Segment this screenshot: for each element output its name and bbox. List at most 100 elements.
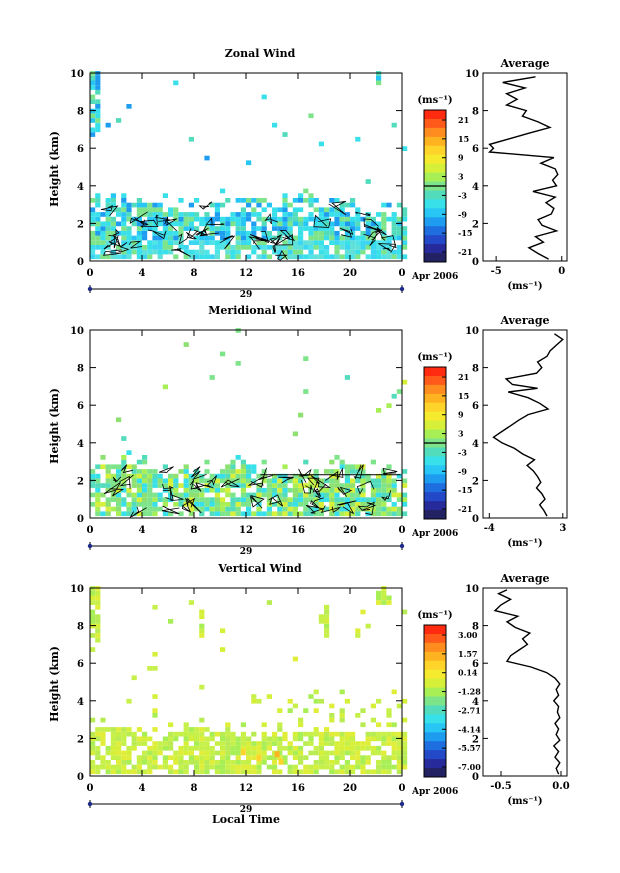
data-cell: [318, 230, 324, 236]
data-cell: [298, 478, 304, 484]
data-cell: [282, 487, 288, 493]
data-cell: [282, 132, 288, 137]
data-cell: [204, 216, 210, 222]
data-cell: [90, 118, 96, 123]
data-cell: [324, 760, 330, 765]
data-cell: [214, 764, 220, 770]
data-cell: [204, 212, 210, 217]
data-cell: [230, 212, 236, 217]
data-cell: [194, 745, 200, 751]
data-cell: [100, 741, 106, 746]
data-cell: [391, 731, 397, 737]
data-cell: [240, 235, 246, 241]
x-tick-label: 4: [139, 525, 146, 536]
data-cell: [240, 230, 246, 236]
data-cell: [157, 207, 163, 213]
data-cell: [95, 478, 101, 484]
data-cell: [298, 722, 304, 728]
data-cell: [142, 249, 148, 255]
data-cell: [152, 760, 158, 765]
average-y-tick-label: 10: [465, 584, 479, 595]
data-cell: [261, 469, 267, 474]
data-cell: [240, 749, 246, 756]
data-cell: [329, 741, 335, 746]
data-cell: [121, 226, 127, 231]
data-cell: [157, 492, 163, 498]
x-axis-label: Local Time: [212, 813, 280, 826]
data-cell: [246, 769, 252, 775]
data-cell: [360, 764, 366, 770]
data-cell: [282, 731, 288, 737]
data-cell: [235, 755, 241, 760]
data-cell: [396, 245, 402, 250]
data-cell: [147, 202, 153, 208]
data-cell: [162, 249, 168, 255]
data-cell: [251, 694, 257, 699]
data-cell: [220, 188, 226, 194]
data-cell: [230, 760, 236, 765]
x-tick-label: 0: [399, 525, 406, 536]
x-tick-label: 8: [191, 525, 198, 536]
data-cell: [402, 230, 408, 236]
data-cell: [344, 469, 350, 474]
data-cell: [360, 487, 366, 493]
data-cell: [308, 478, 314, 484]
data-cell: [126, 235, 132, 241]
data-cell: [303, 769, 309, 775]
data-cell: [303, 755, 309, 760]
data-cell: [110, 254, 116, 260]
data-cell: [318, 212, 324, 217]
data-cell: [235, 506, 241, 512]
data-cell: [350, 226, 356, 231]
data-cell: [329, 226, 335, 231]
data-cell: [287, 226, 293, 231]
y-tick-label: 10: [70, 69, 84, 80]
data-cell: [220, 351, 226, 357]
data-cell: [339, 745, 345, 751]
data-cell: [188, 240, 194, 245]
data-cell: [360, 609, 366, 615]
data-cell: [90, 127, 96, 133]
data-cell: [194, 226, 200, 231]
data-cell: [391, 750, 397, 756]
data-cell: [318, 736, 324, 742]
data-cell: [209, 375, 215, 380]
data-cell: [194, 235, 200, 241]
data-cell: [105, 240, 111, 245]
data-cell: [162, 511, 168, 517]
data-cell: [136, 492, 142, 498]
data-cell: [266, 764, 272, 770]
data-cell: [391, 722, 397, 728]
data-cell: [381, 769, 387, 775]
data-cell: [230, 497, 236, 502]
colorbar-swatch: [424, 510, 446, 520]
data-cell: [95, 628, 101, 634]
data-cell: [126, 240, 132, 245]
data-cell: [225, 469, 231, 474]
data-cell: [199, 240, 205, 245]
data-cell: [235, 511, 241, 517]
data-cell: [386, 245, 392, 250]
data-cell: [324, 727, 330, 732]
data-cell: [152, 216, 158, 222]
data-cell: [152, 694, 158, 699]
data-cell: [334, 506, 340, 512]
data-cell: [136, 235, 142, 241]
data-cell: [256, 511, 262, 517]
data-cell: [251, 478, 257, 484]
data-cell: [194, 216, 200, 222]
data-cell: [344, 492, 350, 498]
data-cell: [365, 760, 371, 765]
data-cell: [350, 745, 356, 751]
data-cell: [277, 769, 283, 775]
data-cell: [261, 487, 267, 493]
data-cell: [188, 755, 194, 760]
data-cell: [350, 221, 356, 227]
data-cell: [313, 473, 319, 479]
data-cell: [126, 492, 132, 498]
data-cell: [235, 249, 241, 255]
data-cell: [381, 760, 387, 765]
data-cell: [308, 736, 314, 742]
data-cell: [365, 502, 371, 507]
data-cell: [292, 235, 298, 241]
